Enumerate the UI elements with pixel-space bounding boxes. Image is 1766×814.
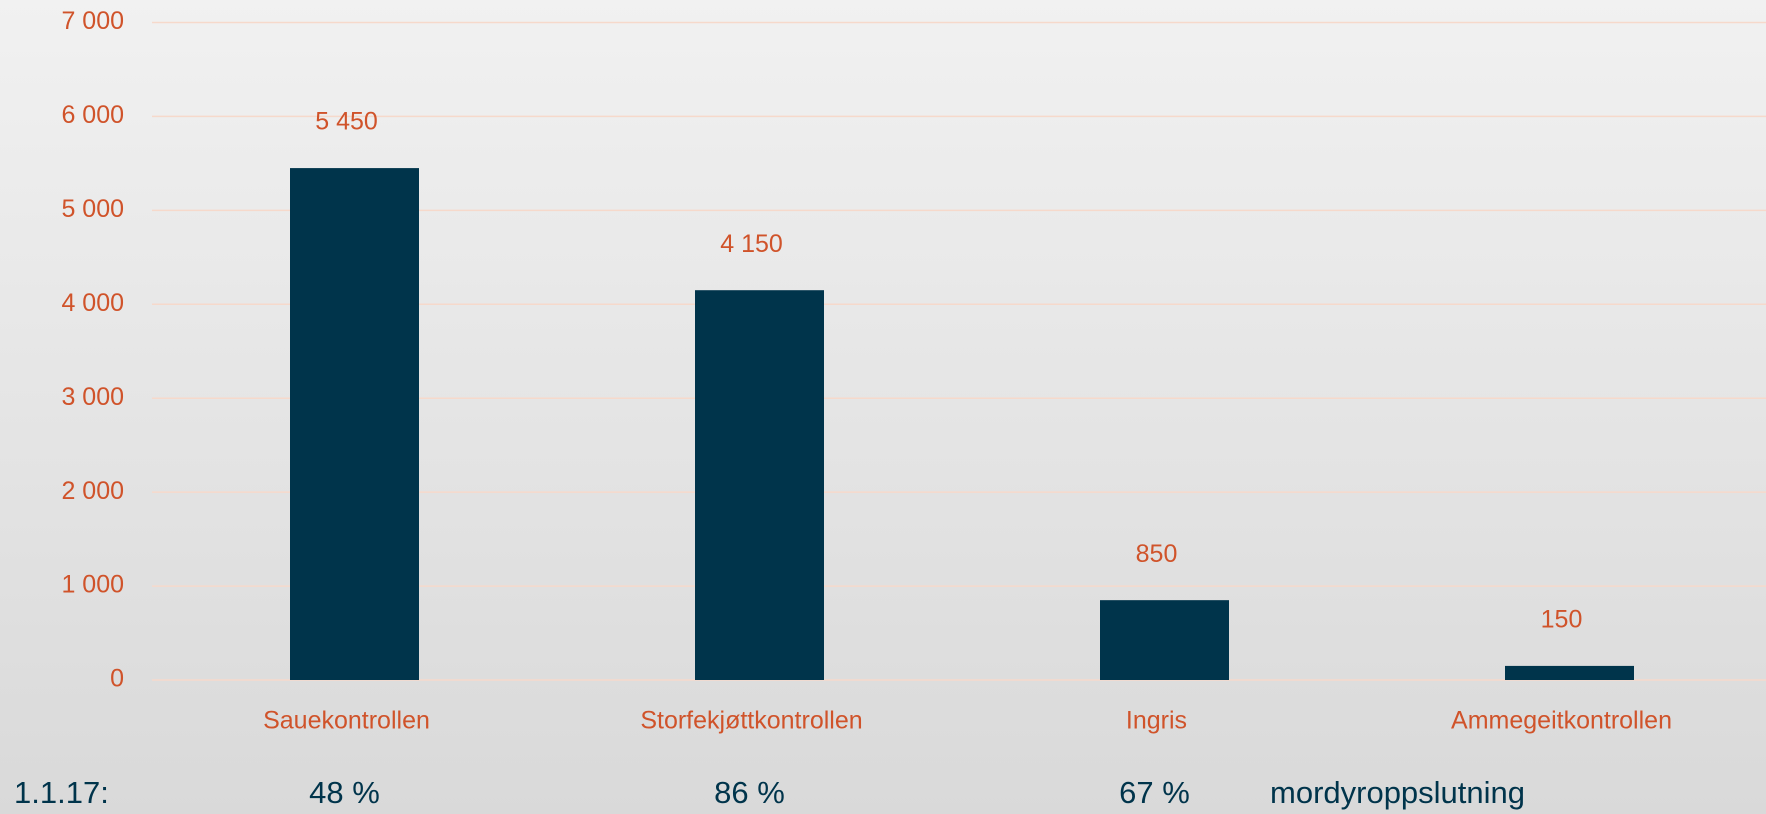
bar	[1505, 665, 1634, 680]
x-tick-label: Storfekjøttkontrollen	[640, 707, 862, 735]
value-label: 5 450	[315, 108, 378, 136]
bar	[1100, 600, 1229, 680]
value-label: 850	[1136, 540, 1178, 568]
x-tick-label: Sauekontrollen	[263, 707, 430, 735]
y-tick-label: 7 000	[61, 7, 124, 35]
y-tick-label: 4 000	[61, 289, 124, 317]
x-tick-label: Ingris	[1126, 707, 1187, 735]
footer-note: mordyroppslutning	[1270, 775, 1525, 810]
footer-share: 86 %	[714, 775, 785, 810]
y-tick-label: 6 000	[61, 101, 124, 129]
value-label: 4 150	[720, 230, 783, 258]
y-tick-label: 0	[110, 665, 124, 693]
y-tick-label: 2 000	[61, 477, 124, 505]
y-tick-label: 1 000	[61, 571, 124, 599]
footer-share: 48 %	[309, 775, 380, 810]
footer-date: 1.1.17:	[14, 775, 109, 810]
value-label: 150	[1541, 606, 1583, 634]
x-tick-label: Ammegeitkontrollen	[1451, 707, 1672, 735]
footer-share: 67 %	[1119, 775, 1190, 810]
bar	[695, 290, 824, 680]
y-tick-label: 3 000	[61, 383, 124, 411]
bar	[290, 168, 419, 680]
y-tick-label: 5 000	[61, 195, 124, 223]
